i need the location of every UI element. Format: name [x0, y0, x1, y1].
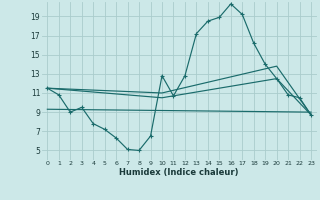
X-axis label: Humidex (Indice chaleur): Humidex (Indice chaleur) — [119, 168, 239, 177]
